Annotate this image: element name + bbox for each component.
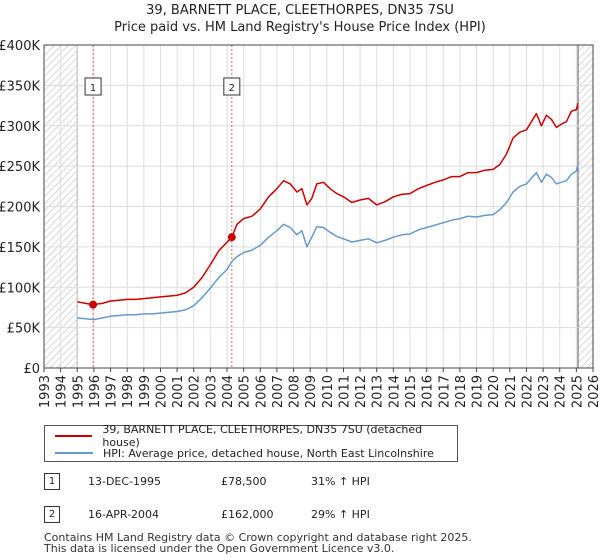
x-tick-label: 2004 [221,375,236,408]
x-tick-label: 2001 [171,375,186,408]
x-tick-label: 2009 [304,375,319,408]
x-tick-label: 1994 [55,375,70,408]
sale-row: 1 13-DEC-1995 £78,500 31% ↑ HPI [44,473,564,491]
x-tick-label: 2012 [354,375,369,408]
y-tick-label: £400K [0,39,40,54]
x-tick-label: 2024 [554,375,569,408]
legend: 39, BARNETT PLACE, CLEETHORPES, DN35 7SU… [44,423,458,462]
x-tick-label: 2020 [487,375,502,408]
y-tick-label: £150K [0,241,40,256]
x-tick-label: 2018 [454,375,469,408]
legend-swatch-hpi [55,452,93,454]
sale-row: 2 16-APR-2004 £162,000 29% ↑ HPI [44,506,564,524]
sale-point [227,233,236,242]
x-tick-label: 2010 [321,375,336,408]
plot-frame [43,44,594,369]
x-tick-label: 2015 [404,375,419,408]
y-tick-label: £50K [7,322,41,337]
price-chart: 1 2 £0 £50K £100K £150K £200K £250K £300K £350K £… [0,39,600,408]
x-tick-label: 2005 [238,375,253,408]
sale-price: £162,000 [221,508,274,521]
x-tick-label: 2016 [421,375,436,408]
x-tick-label: 2006 [254,375,269,408]
x-tick-label: 1993 [38,375,53,408]
legend-item-hpi: HPI: Average price, detached house, Nort… [55,445,434,461]
property-series-line [77,102,579,306]
x-tick-label: 1997 [105,375,120,408]
hpi-series-line [77,164,579,321]
x-tick-label: 2007 [271,375,286,408]
x-tick-label: 2017 [437,375,452,408]
footer-copyright: Contains HM Land Registry data © Crown c… [44,531,472,544]
footer: Contains HM Land Registry data © Crown c… [44,532,472,554]
sale-marker-box [223,77,241,96]
x-tick-label: 1996 [88,375,103,408]
x-tick-label: 2013 [371,375,386,408]
x-tick-label: 2025 [570,375,585,408]
x-tick-label: 2003 [204,375,219,408]
x-tick-label: 1998 [121,375,136,408]
chart-title: 39, BARNETT PLACE, CLEETHORPES, DN35 7SU [146,3,454,18]
sale-price: £78,500 [221,475,267,488]
sale-badge: 2 [44,506,60,523]
footer-licence: This data is licensed under the Open Gov… [44,542,395,555]
legend-item-property: 39, BARNETT PLACE, CLEETHORPES, DN35 7SU… [55,423,457,449]
x-tick-label: 2019 [471,375,486,408]
x-tick-label: 2011 [337,375,352,408]
x-tick-label: 2021 [504,375,519,408]
y-tick-label: £300K [0,120,40,135]
y-tick-label: £100K [0,281,40,296]
sale-marker-box [84,77,102,96]
legend-label-hpi: HPI: Average price, detached house, Nort… [103,446,434,460]
y-tick-label: £250K [0,160,40,175]
sale-point [89,300,98,309]
x-tick-label: 2000 [154,375,169,408]
x-tick-label: 2026 [587,375,600,408]
sale-marker-label: 1 [90,83,96,94]
sale-date: 16-APR-2004 [88,508,160,521]
legend-swatch-property [55,435,93,437]
y-tick-label: £200K [0,201,40,216]
x-tick-label: 2022 [520,375,535,408]
x-tick-label: 2014 [387,375,402,408]
y-tick-label: £0 [23,362,40,377]
x-tick-label: 1999 [138,375,153,408]
sale-marker-label: 2 [229,83,235,94]
sale-hpi-change: 31% ↑ HPI [311,475,370,488]
legend-label-property: 39, BARNETT PLACE, CLEETHORPES, DN35 7SU… [102,423,423,449]
sale-date: 13-DEC-1995 [88,475,162,488]
x-tick-label: 2008 [288,375,303,408]
y-tick-label: £350K [0,79,40,94]
sale-badge: 1 [44,473,60,490]
sale-hpi-change: 29% ↑ HPI [311,508,370,521]
chart-subtitle: Price paid vs. HM Land Registry's House … [114,20,486,35]
x-tick-label: 2002 [188,375,203,408]
x-tick-label: 1995 [71,375,86,408]
x-tick-label: 2023 [537,375,552,408]
